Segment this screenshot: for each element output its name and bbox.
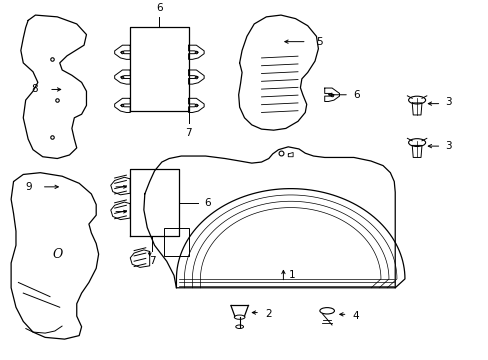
Text: O: O bbox=[52, 248, 62, 261]
Text: 8: 8 bbox=[31, 85, 38, 94]
Text: 3: 3 bbox=[444, 97, 450, 107]
Text: 3: 3 bbox=[444, 141, 450, 151]
Text: 6: 6 bbox=[203, 198, 210, 208]
Text: 9: 9 bbox=[26, 182, 32, 192]
Text: 2: 2 bbox=[264, 309, 271, 319]
Bar bbox=[164, 228, 188, 256]
Text: 4: 4 bbox=[352, 311, 358, 321]
Text: 7: 7 bbox=[148, 256, 155, 266]
Text: 6: 6 bbox=[156, 3, 163, 13]
Text: 5: 5 bbox=[316, 37, 323, 47]
Text: 7: 7 bbox=[185, 129, 191, 138]
Text: 1: 1 bbox=[288, 270, 295, 280]
Text: 6: 6 bbox=[352, 90, 359, 100]
